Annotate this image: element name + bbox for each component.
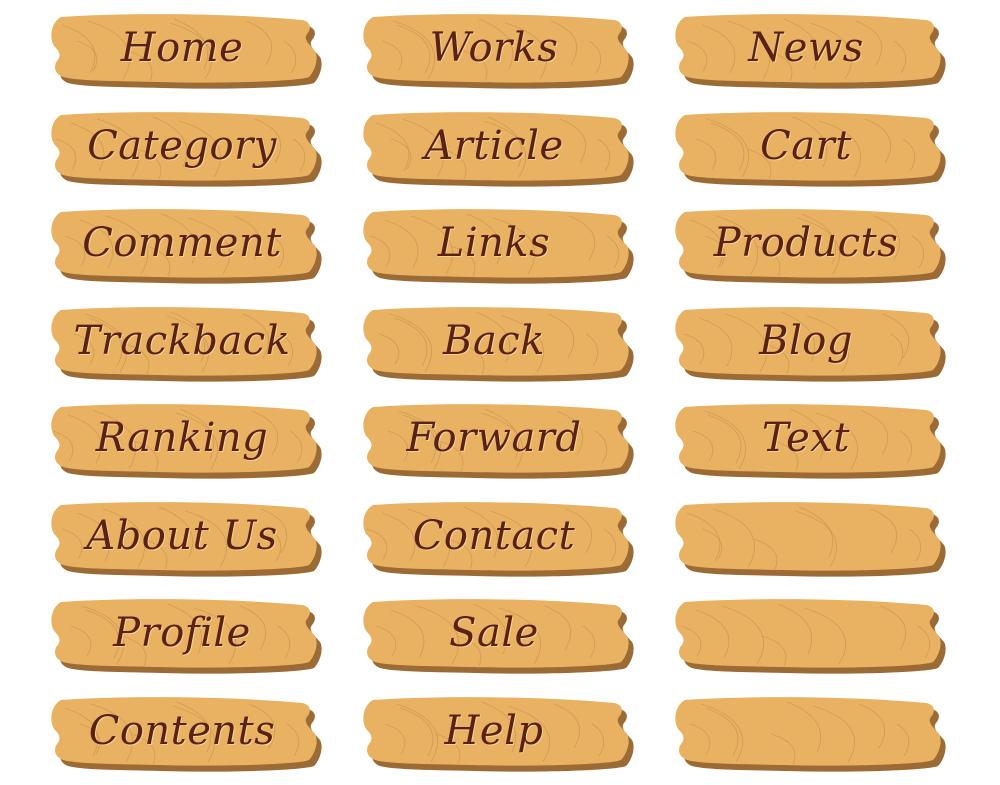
wooden-plank-icon (51, 209, 322, 284)
sign-products[interactable]: Products (671, 206, 953, 290)
wooden-plank-icon (363, 404, 634, 479)
wooden-plank-icon (675, 696, 946, 772)
sign-cart[interactable]: Cart (671, 109, 953, 193)
blank-sign[interactable] (671, 499, 953, 583)
sign-contents[interactable]: Contents (47, 694, 329, 778)
sign-article[interactable]: Article (359, 109, 641, 193)
sign-profile[interactable]: Profile (47, 596, 329, 680)
sign-about-us[interactable]: About Us (47, 499, 329, 583)
wooden-plank-icon (51, 599, 322, 674)
sign-contact[interactable]: Contact (359, 499, 641, 583)
sign-category[interactable]: Category (47, 109, 329, 193)
wooden-plank-icon (675, 14, 946, 89)
wooden-plank-icon (675, 111, 946, 187)
wooden-plank-icon (51, 501, 322, 577)
wooden-plank-icon (675, 599, 946, 674)
sign-forward[interactable]: Forward (359, 401, 641, 485)
wooden-plank-icon (675, 209, 946, 284)
wooden-plank-icon (363, 209, 634, 284)
wooden-plank-icon (675, 404, 946, 479)
wooden-plank-icon (51, 306, 322, 382)
wooden-plank-icon (51, 404, 322, 479)
wooden-plank-icon (363, 696, 634, 772)
wooden-plank-icon (363, 501, 634, 577)
sign-comment[interactable]: Comment (47, 206, 329, 290)
sign-sale[interactable]: Sale (359, 596, 641, 680)
wooden-plank-icon (363, 14, 634, 89)
sign-grid: Home Works News Category Article Cart Comment L… (47, 11, 953, 778)
blank-sign[interactable] (671, 694, 953, 778)
wooden-plank-icon (51, 696, 322, 772)
wooden-plank-icon (363, 111, 634, 187)
blank-sign[interactable] (671, 596, 953, 680)
sign-news[interactable]: News (671, 11, 953, 95)
sign-home[interactable]: Home (47, 11, 329, 95)
sign-works[interactable]: Works (359, 11, 641, 95)
sign-links[interactable]: Links (359, 206, 641, 290)
wooden-plank-icon (675, 501, 946, 577)
wooden-plank-icon (675, 306, 946, 382)
wooden-plank-icon (51, 14, 322, 89)
wooden-plank-icon (363, 306, 634, 382)
sign-help[interactable]: Help (359, 694, 641, 778)
wooden-plank-icon (51, 111, 322, 187)
sign-trackback[interactable]: Trackback (47, 304, 329, 388)
sign-back[interactable]: Back (359, 304, 641, 388)
sign-text[interactable]: Text (671, 401, 953, 485)
sign-ranking[interactable]: Ranking (47, 401, 329, 485)
sign-blog[interactable]: Blog (671, 304, 953, 388)
wooden-plank-icon (363, 599, 634, 674)
